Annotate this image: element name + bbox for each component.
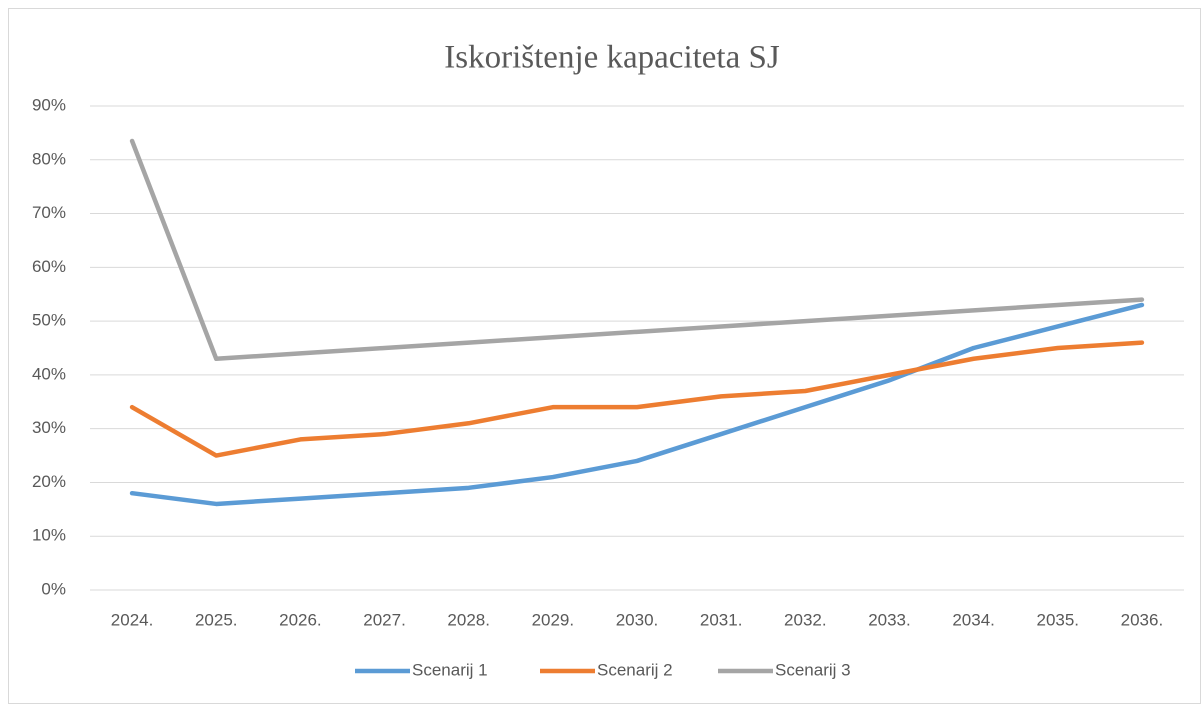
x-tick-label: 2030. bbox=[616, 610, 659, 629]
x-tick-label: 2035. bbox=[1036, 610, 1079, 629]
y-tick-label: 40% bbox=[32, 364, 66, 383]
y-tick-label: 60% bbox=[32, 257, 66, 276]
legend-label: Scenarij 1 bbox=[412, 660, 488, 679]
x-tick-label: 2025. bbox=[195, 610, 238, 629]
y-tick-label: 70% bbox=[32, 203, 66, 222]
legend-label: Scenarij 3 bbox=[775, 660, 851, 679]
x-tick-label: 2034. bbox=[952, 610, 995, 629]
series-line bbox=[129, 340, 1145, 458]
x-tick-label: 2031. bbox=[700, 610, 743, 629]
series-line bbox=[129, 302, 1145, 507]
x-tick-label: 2024. bbox=[111, 610, 154, 629]
x-tick-label: 2036. bbox=[1121, 610, 1164, 629]
x-tick-label: 2028. bbox=[447, 610, 490, 629]
y-tick-label: 30% bbox=[32, 418, 66, 437]
y-tick-label: 10% bbox=[32, 526, 66, 545]
x-tick-label: 2033. bbox=[868, 610, 911, 629]
chart-frame bbox=[8, 8, 1201, 704]
x-tick-label: 2026. bbox=[279, 610, 322, 629]
y-tick-label: 80% bbox=[32, 149, 66, 168]
x-tick-label: 2029. bbox=[532, 610, 575, 629]
chart-title: Iskorištenje kapaciteta SJ bbox=[444, 40, 780, 76]
y-tick-label: 90% bbox=[32, 95, 66, 114]
y-tick-label: 0% bbox=[41, 579, 66, 598]
legend-label: Scenarij 2 bbox=[597, 660, 673, 679]
x-tick-label: 2032. bbox=[784, 610, 827, 629]
y-tick-label: 50% bbox=[32, 311, 66, 330]
y-tick-label: 20% bbox=[32, 472, 66, 491]
x-tick-label: 2027. bbox=[363, 610, 406, 629]
series-line bbox=[129, 138, 1145, 362]
